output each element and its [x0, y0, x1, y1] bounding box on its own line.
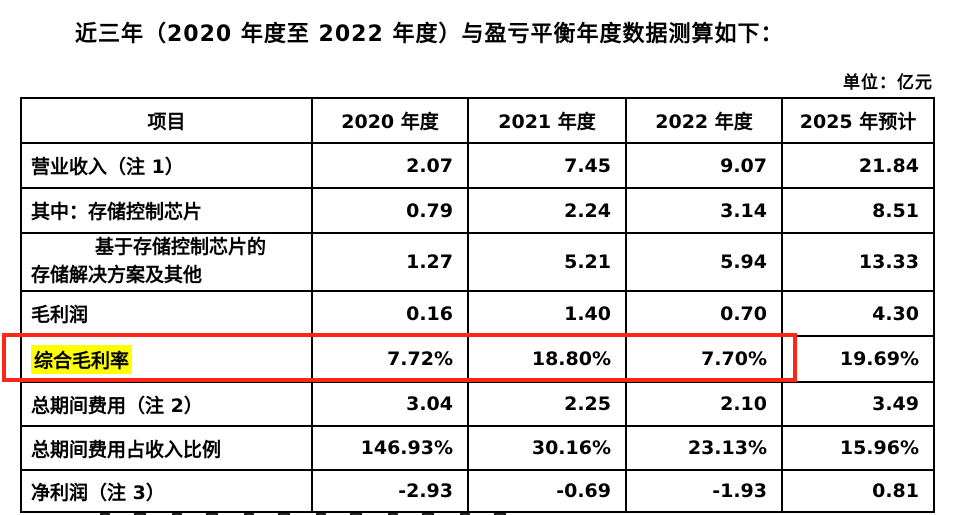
table-row-period-expense: 总期间费用（注 2） 3.04 2.25 2.10 3.49 [20, 381, 935, 427]
highlighted-label: 综合毛利率 [31, 344, 133, 374]
cell-value: 23.13% [625, 425, 783, 471]
cell-value: 0.70 [625, 290, 783, 337]
unit-label: 单位：亿元 [843, 73, 933, 93]
cell-value: 19.69% [781, 335, 935, 383]
cell-value: 18.80% [467, 335, 627, 383]
row-label: 营业收入（注 1） [20, 142, 313, 189]
table-row-expense-ratio: 总期间费用占收入比例 146.93% 30.16% 23.13% 15.96% [20, 425, 935, 471]
cell-value: 5.21 [467, 232, 627, 292]
column-header-2020: 2020 年度 [311, 97, 469, 144]
row-label: 综合毛利率 [20, 335, 313, 383]
cell-value: 0.16 [311, 290, 469, 337]
table-row-revenue: 营业收入（注 1） 2.07 7.45 9.07 21.84 [20, 142, 935, 189]
row-label: 总期间费用占收入比例 [20, 425, 313, 471]
cell-value: 0.81 [781, 469, 935, 513]
page-title: 近三年（2020 年度至 2022 年度）与盈亏平衡年度数据测算如下： [75, 22, 784, 47]
cell-value: 2.25 [467, 381, 627, 427]
table-row-net-profit: 净利润（注 3） -2.93 -0.69 -1.93 0.81 [20, 469, 935, 513]
cell-value: 30.16% [467, 425, 627, 471]
cell-value: 2.24 [467, 187, 627, 234]
column-header-2025: 2025 年预计 [781, 97, 935, 144]
column-header-2022: 2022 年度 [625, 97, 783, 144]
row-label: 基于存储控制芯片的 存储解决方案及其他 [20, 232, 313, 292]
cell-value: 3.49 [781, 381, 935, 427]
cell-value: 2.10 [625, 381, 783, 427]
table-row-storage-chip: 其中：存储控制芯片 0.79 2.24 3.14 8.51 [20, 187, 935, 234]
cell-value: -0.69 [467, 469, 627, 513]
cell-value: 1.27 [311, 232, 469, 292]
cell-value: 9.07 [625, 142, 783, 189]
cell-value: 3.04 [311, 381, 469, 427]
cell-value: 7.72% [311, 335, 469, 383]
cell-value: 4.30 [781, 290, 935, 337]
cell-value: 7.70% [625, 335, 783, 383]
cell-value: -2.93 [311, 469, 469, 513]
cell-value: 15.96% [781, 425, 935, 471]
cell-value: 0.79 [311, 187, 469, 234]
cell-value: 2.07 [311, 142, 469, 189]
table-row-gross-margin: 综合毛利率 7.72% 18.80% 7.70% 19.69% [20, 335, 935, 383]
table-row-gross-profit: 毛利润 0.16 1.40 0.70 4.30 [20, 290, 935, 337]
row-label: 总期间费用（注 2） [20, 381, 313, 427]
table-row-storage-solution: 基于存储控制芯片的 存储解决方案及其他 1.27 5.21 5.94 13.33 [20, 232, 935, 292]
cell-value: 7.45 [467, 142, 627, 189]
cell-value: 8.51 [781, 187, 935, 234]
cell-value: 1.40 [467, 290, 627, 337]
cell-value: 146.93% [311, 425, 469, 471]
cell-value: 3.14 [625, 187, 783, 234]
row-label: 毛利润 [20, 290, 313, 337]
cell-value: 21.84 [781, 142, 935, 189]
column-header-2021: 2021 年度 [467, 97, 627, 144]
cell-value: 5.94 [625, 232, 783, 292]
table-header-row: 项目 2020 年度 2021 年度 2022 年度 2025 年预计 [20, 97, 935, 144]
row-label: 其中：存储控制芯片 [20, 187, 313, 234]
row-label: 净利润（注 3） [20, 469, 313, 513]
financial-table: 项目 2020 年度 2021 年度 2022 年度 2025 年预计 营业收入… [20, 97, 935, 513]
row-label-line2: 存储解决方案及其他 [31, 264, 203, 286]
cell-value: -1.93 [625, 469, 783, 513]
row-label-line1: 基于存储控制芯片的 [95, 236, 267, 259]
clipped-text-line [100, 511, 530, 515]
cell-value: 13.33 [781, 232, 935, 292]
column-header-item: 项目 [20, 97, 313, 144]
